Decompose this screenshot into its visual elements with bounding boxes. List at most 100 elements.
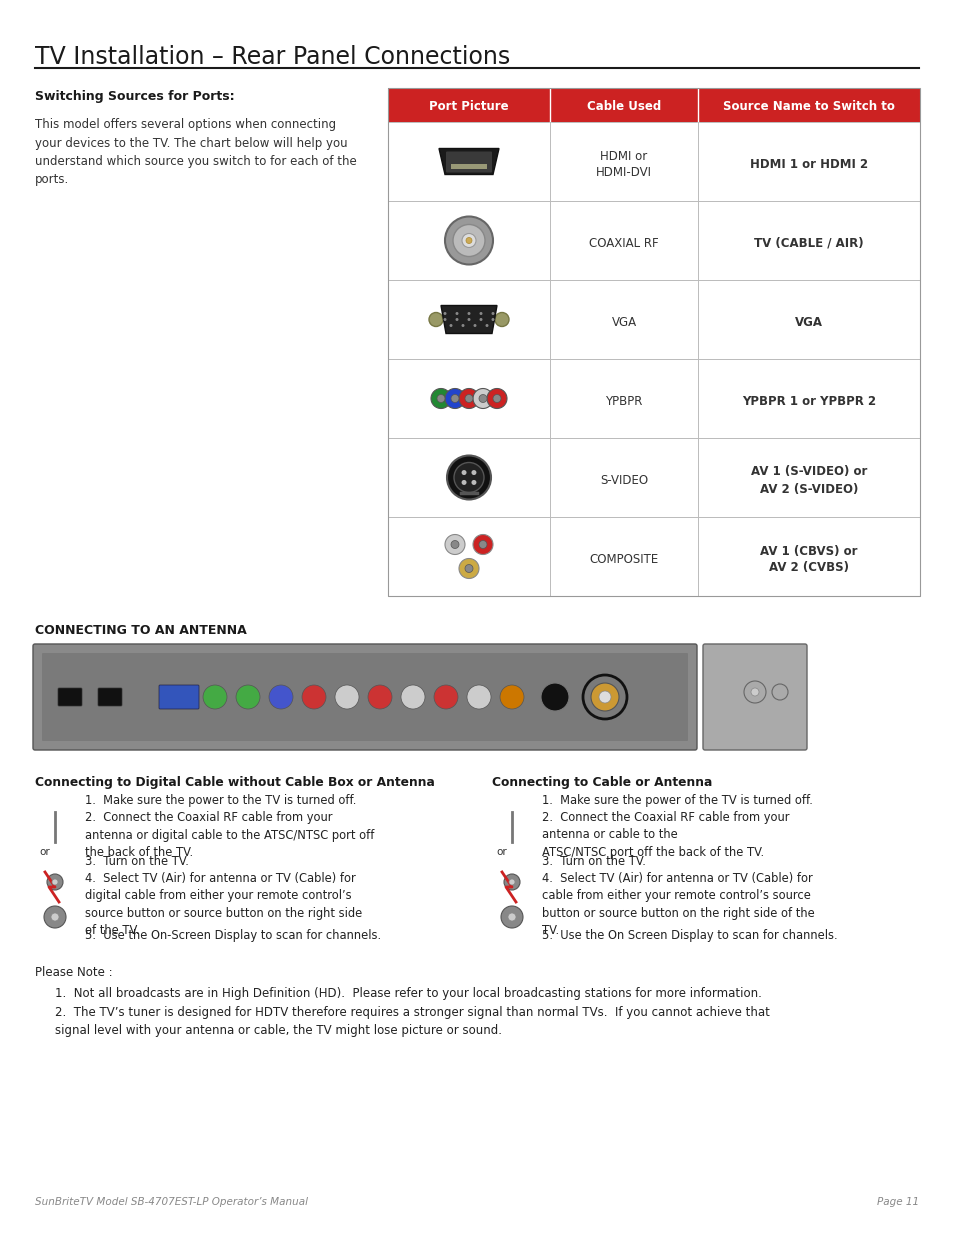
- Circle shape: [485, 324, 488, 327]
- Text: AV 1 (S-VIDEO) or
AV 2 (S-VIDEO): AV 1 (S-VIDEO) or AV 2 (S-VIDEO): [750, 466, 866, 495]
- Bar: [388, 88, 919, 597]
- Text: Cable Used: Cable Used: [586, 100, 660, 114]
- Circle shape: [491, 317, 494, 321]
- Bar: [388, 280, 919, 359]
- Circle shape: [473, 389, 493, 409]
- Circle shape: [434, 685, 457, 709]
- Text: 5.  Use the On Screen Display to scan for channels.: 5. Use the On Screen Display to scan for…: [541, 930, 837, 942]
- Circle shape: [479, 317, 482, 321]
- Circle shape: [461, 480, 466, 485]
- FancyBboxPatch shape: [98, 688, 122, 706]
- Circle shape: [458, 389, 478, 409]
- Text: AV 1 (CBVS) or
AV 2 (CVBS): AV 1 (CBVS) or AV 2 (CVBS): [760, 545, 857, 574]
- Text: 2.  Connect the Coaxial RF cable from your
antenna or digital cable to the ATSC/: 2. Connect the Coaxial RF cable from you…: [85, 811, 374, 860]
- Bar: [388, 517, 919, 597]
- Bar: [388, 201, 919, 280]
- Circle shape: [471, 471, 476, 475]
- Circle shape: [461, 471, 466, 475]
- FancyBboxPatch shape: [58, 688, 82, 706]
- Circle shape: [451, 394, 458, 403]
- Text: TV Installation – Rear Panel Connections: TV Installation – Rear Panel Connections: [35, 44, 510, 69]
- Text: This model offers several options when connecting
your devices to the TV. The ch: This model offers several options when c…: [35, 119, 356, 186]
- Text: COAXIAL RF: COAXIAL RF: [589, 237, 659, 249]
- Circle shape: [461, 233, 476, 247]
- Circle shape: [335, 685, 358, 709]
- Text: VGA: VGA: [794, 316, 822, 329]
- Circle shape: [444, 535, 464, 555]
- Circle shape: [464, 564, 473, 573]
- Circle shape: [235, 685, 260, 709]
- Circle shape: [52, 879, 58, 885]
- Circle shape: [507, 913, 516, 921]
- Circle shape: [743, 680, 765, 703]
- Text: Switching Sources for Ports:: Switching Sources for Ports:: [35, 90, 234, 103]
- Circle shape: [443, 317, 446, 321]
- Circle shape: [455, 317, 458, 321]
- Circle shape: [479, 312, 482, 315]
- Text: YPBPR 1 or YPBPR 2: YPBPR 1 or YPBPR 2: [741, 395, 875, 408]
- Text: Source Name to Switch to: Source Name to Switch to: [722, 100, 894, 114]
- Bar: [388, 122, 919, 201]
- Bar: [388, 88, 919, 122]
- Circle shape: [495, 312, 509, 326]
- Circle shape: [368, 685, 392, 709]
- FancyBboxPatch shape: [33, 643, 697, 750]
- Circle shape: [491, 312, 494, 315]
- Circle shape: [449, 324, 452, 327]
- Text: 1.  Make sure the power to the TV is turned off.: 1. Make sure the power to the TV is turn…: [85, 794, 356, 806]
- Circle shape: [444, 389, 464, 409]
- Circle shape: [447, 456, 491, 499]
- Circle shape: [464, 394, 473, 403]
- Text: Connecting to Cable or Antenna: Connecting to Cable or Antenna: [492, 776, 712, 789]
- Text: TV (CABLE / AIR): TV (CABLE / AIR): [754, 237, 862, 249]
- Circle shape: [454, 462, 483, 493]
- Text: Connecting to Digital Cable without Cable Box or Antenna: Connecting to Digital Cable without Cabl…: [35, 776, 435, 789]
- Text: S-VIDEO: S-VIDEO: [599, 474, 647, 487]
- Text: Page 11: Page 11: [876, 1197, 918, 1207]
- Text: Please Note :: Please Note :: [35, 967, 112, 979]
- Text: CONNECTING TO AN ANTENNA: CONNECTING TO AN ANTENNA: [35, 624, 247, 637]
- Circle shape: [455, 312, 458, 315]
- Circle shape: [461, 324, 464, 327]
- Text: 1.  Make sure the power of the TV is turned off.: 1. Make sure the power of the TV is turn…: [541, 794, 812, 806]
- Circle shape: [436, 394, 444, 403]
- Circle shape: [750, 688, 759, 697]
- Circle shape: [471, 480, 476, 485]
- Text: YPBPR: YPBPR: [604, 395, 642, 408]
- Text: or: or: [496, 847, 506, 857]
- FancyBboxPatch shape: [446, 152, 492, 173]
- Text: 2.  The TV’s tuner is designed for HDTV therefore requires a stronger signal tha: 2. The TV’s tuner is designed for HDTV t…: [55, 1007, 769, 1037]
- Circle shape: [47, 874, 63, 890]
- Circle shape: [443, 312, 446, 315]
- Circle shape: [590, 683, 618, 711]
- Circle shape: [500, 906, 522, 927]
- Circle shape: [473, 324, 476, 327]
- Circle shape: [203, 685, 227, 709]
- FancyBboxPatch shape: [702, 643, 806, 750]
- Circle shape: [431, 389, 451, 409]
- Bar: [388, 359, 919, 438]
- Circle shape: [486, 389, 506, 409]
- Circle shape: [51, 913, 59, 921]
- Circle shape: [429, 312, 442, 326]
- Text: 3.  Turn on the TV.: 3. Turn on the TV.: [541, 855, 645, 868]
- Text: 1.  Not all broadcasts are in High Definition (HD).  Please refer to your local : 1. Not all broadcasts are in High Defini…: [55, 987, 761, 999]
- Text: SunBriteTV Model SB-4707EST-LP Operator’s Manual: SunBriteTV Model SB-4707EST-LP Operator’…: [35, 1197, 308, 1207]
- Text: or: or: [39, 847, 50, 857]
- Circle shape: [503, 874, 519, 890]
- Text: HDMI 1 or HDMI 2: HDMI 1 or HDMI 2: [749, 158, 867, 170]
- Circle shape: [302, 685, 326, 709]
- Text: VGA: VGA: [611, 316, 636, 329]
- Text: Port Picture: Port Picture: [429, 100, 508, 114]
- Bar: [451, 163, 486, 168]
- Circle shape: [771, 684, 787, 700]
- Circle shape: [458, 558, 478, 578]
- Circle shape: [509, 879, 515, 885]
- Polygon shape: [440, 305, 497, 333]
- FancyBboxPatch shape: [159, 685, 199, 709]
- Circle shape: [499, 685, 523, 709]
- Circle shape: [453, 225, 484, 257]
- Circle shape: [467, 317, 470, 321]
- Text: HDMI or
HDMI-DVI: HDMI or HDMI-DVI: [596, 149, 651, 179]
- Circle shape: [400, 685, 424, 709]
